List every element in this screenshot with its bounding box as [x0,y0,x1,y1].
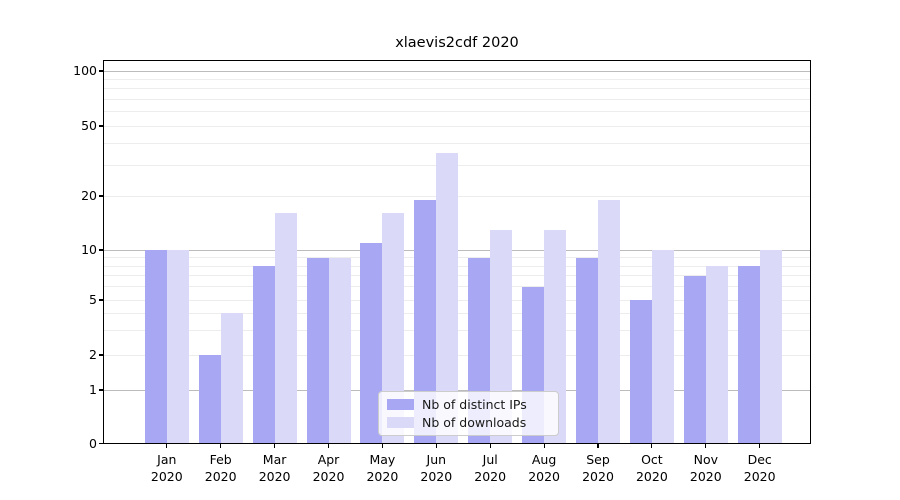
legend-item-downloads: Nb of downloads [387,415,550,430]
bar-downloads-nov [705,266,728,444]
bar-distinct-ips-apr [306,257,329,444]
y-axis-tick-label: 100 [73,63,97,78]
bar-downloads-sep [598,199,620,444]
gridline-minor [103,88,811,90]
x-tick-mark [435,443,437,448]
y-axis-tick-label: 10 [81,242,97,257]
gridline-major [103,70,811,72]
bar-distinct-ips-nov [683,275,706,444]
chart-title: xlaevis2cdf 2020 [395,35,519,51]
bar-downloads-mar [274,213,297,444]
bar-downloads-jun [436,153,459,444]
y-tick-mark [99,299,103,301]
x-tick-mark [381,443,383,448]
legend-swatch-downloads [387,417,414,428]
x-axis-tick-label: Apr 2020 [312,451,345,484]
x-tick-mark [220,443,222,448]
legend-item-distinct-ips: Nb of distinct IPs [387,397,550,412]
x-axis-tick-label: Aug 2020 [528,451,560,484]
x-tick-mark [274,443,276,448]
bar-distinct-ips-jun [414,199,437,444]
bar-downloads-may [382,213,405,444]
x-tick-mark [597,443,599,448]
y-axis-tick-label: 5 [89,292,97,307]
bar-downloads-jan [166,250,189,444]
bar-downloads-oct [651,250,674,444]
x-tick-mark [327,443,330,448]
gridline-minor [103,125,811,127]
bar-downloads-aug [544,229,567,444]
x-tick-mark [759,443,761,448]
gridline-minor [103,111,811,113]
x-axis-tick-label: Jan 2020 [150,451,183,484]
x-tick-mark [543,443,545,448]
bar-downloads-feb [220,313,243,444]
bar-distinct-ips-mar [252,266,275,444]
legend-label-downloads: Nb of downloads [422,415,527,430]
x-tick-mark [489,443,491,448]
bar-distinct-ips-jan [144,250,167,444]
bar-downloads-dec [759,250,782,444]
y-tick-mark [99,195,103,197]
x-tick-mark [166,443,168,448]
x-axis-tick-label: Sep 2020 [582,451,614,484]
x-axis-tick-label: Mar 2020 [258,451,291,484]
gridline-minor [103,98,811,100]
x-axis-tick-label: Feb 2020 [204,451,237,484]
y-axis-tick-label: 20 [81,188,97,203]
bar-downloads-apr [328,257,351,444]
bar-distinct-ips-sep [576,257,598,444]
gridline-minor [103,78,811,80]
bar-distinct-ips-feb [198,355,221,444]
legend: Nb of distinct IPs Nb of downloads [378,391,559,436]
gridline-minor [103,142,811,144]
x-axis-tick-label: Dec 2020 [743,451,776,484]
x-axis-tick-label: Jul 2020 [474,451,507,484]
x-axis-tick-label: Nov 2020 [689,451,722,484]
bar-downloads-jul [490,229,513,444]
bar-distinct-ips-dec [737,266,760,444]
y-tick-mark [99,354,103,356]
y-tick-mark [99,249,103,251]
x-axis-tick-label: Oct 2020 [635,451,668,484]
bar-distinct-ips-may [360,242,383,444]
legend-label-distinct-ips: Nb of distinct IPs [422,397,527,412]
y-axis-tick-label: 0 [89,435,97,451]
y-tick-mark [99,70,103,72]
y-tick-mark [99,442,103,445]
x-axis-tick-label: Jun 2020 [420,451,453,484]
y-axis-tick-label: 1 [89,382,97,397]
x-tick-mark [651,443,653,448]
y-axis-tick-label: 2 [89,347,97,362]
x-tick-mark [705,443,707,448]
y-tick-mark [99,389,103,391]
bar-distinct-ips-oct [629,300,652,444]
y-tick-mark [99,125,103,127]
legend-swatch-distinct-ips [387,399,414,410]
x-axis-tick-label: May 2020 [366,451,399,484]
y-axis-tick-label: 50 [81,118,97,133]
